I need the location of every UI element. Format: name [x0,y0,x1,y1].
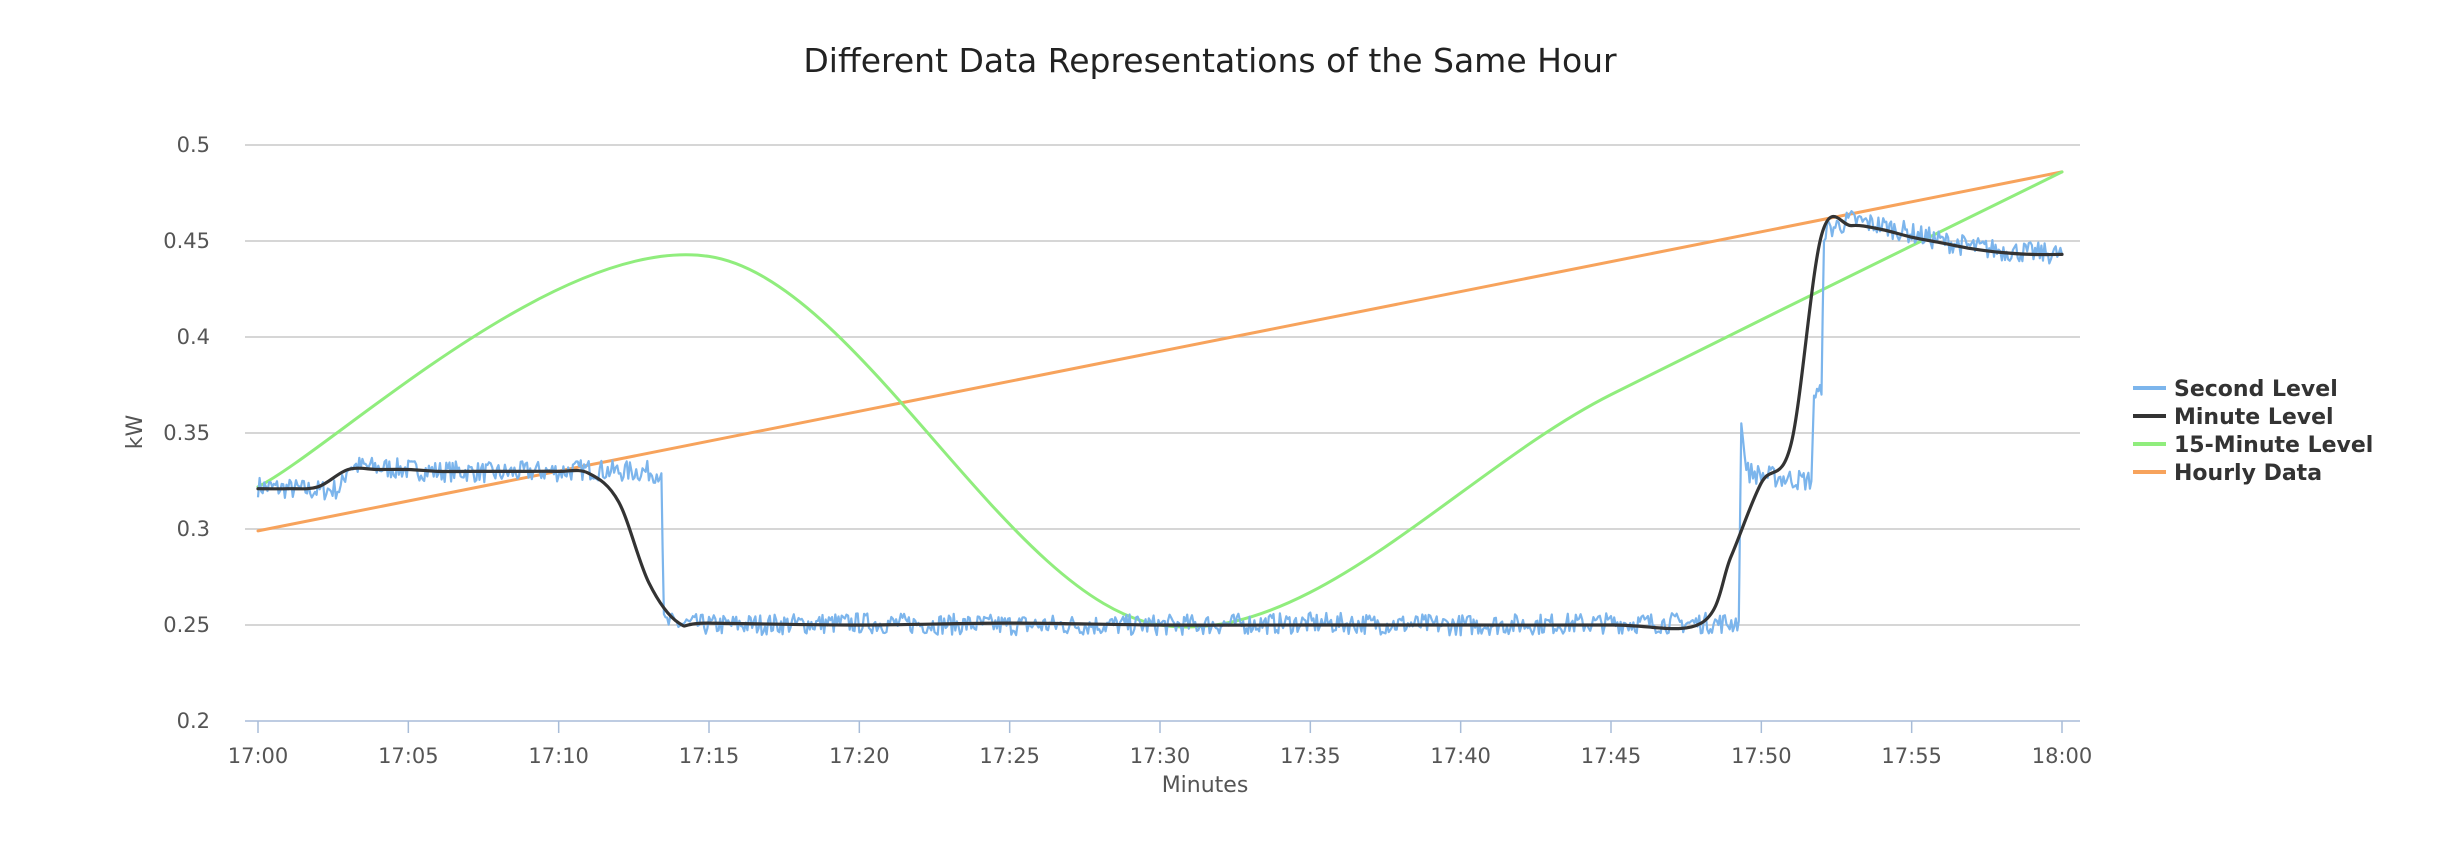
y-tick-label: 0.3 [177,517,210,541]
legend-label-minute-level: Minute Level [2174,405,2334,430]
x-tick-label: 17:50 [1731,744,1792,768]
x-tick-label: 17:05 [378,744,439,768]
x-tick-label: 17:30 [1130,744,1191,768]
x-tick-label: 17:45 [1581,744,1642,768]
y-axis-title: kW [123,415,148,450]
x-tick-label: 17:35 [1280,744,1341,768]
series-second-level [256,210,2064,637]
series-minute-level [256,215,2064,631]
axes: 0.2 0.25 0.3 0.35 0.4 0.45 0.5 17:00 17:05 17:10 1… [163,133,2092,768]
y-tick-label: 0.2 [177,709,210,733]
x-tick-label: 17:20 [829,744,890,768]
x-tick-label: 17:10 [528,744,589,768]
y-tick-label: 0.35 [163,421,210,445]
x-tick-label: 17:40 [1430,744,1491,768]
y-tick-label: 0.45 [163,229,210,253]
x-tick-label: 17:25 [979,744,1040,768]
chart-title: Different Data Representations of the Sa… [803,41,1617,80]
legend-label-second-level: Second Level [2174,377,2338,402]
y-tick-label: 0.25 [163,613,210,637]
series-lines [256,170,2064,637]
legend-label-hourly-data: Hourly Data [2174,461,2322,486]
series-15-minute-level [256,170,2064,629]
legend: Second Level Minute Level 15-Minute Level H… [2133,377,2373,486]
y-tick-label: 0.4 [177,325,210,349]
x-tick-label: 17:55 [1881,744,1942,768]
y-tick-label: 0.5 [177,133,210,157]
grid-lines [245,144,2080,626]
x-tick-label: 18:00 [2032,744,2093,768]
x-tick-label: 17:15 [679,744,740,768]
x-tick-label: 17:00 [228,744,289,768]
legend-label-15-minute-level: 15-Minute Level [2174,433,2373,458]
x-axis-title: Minutes [1162,773,1249,798]
